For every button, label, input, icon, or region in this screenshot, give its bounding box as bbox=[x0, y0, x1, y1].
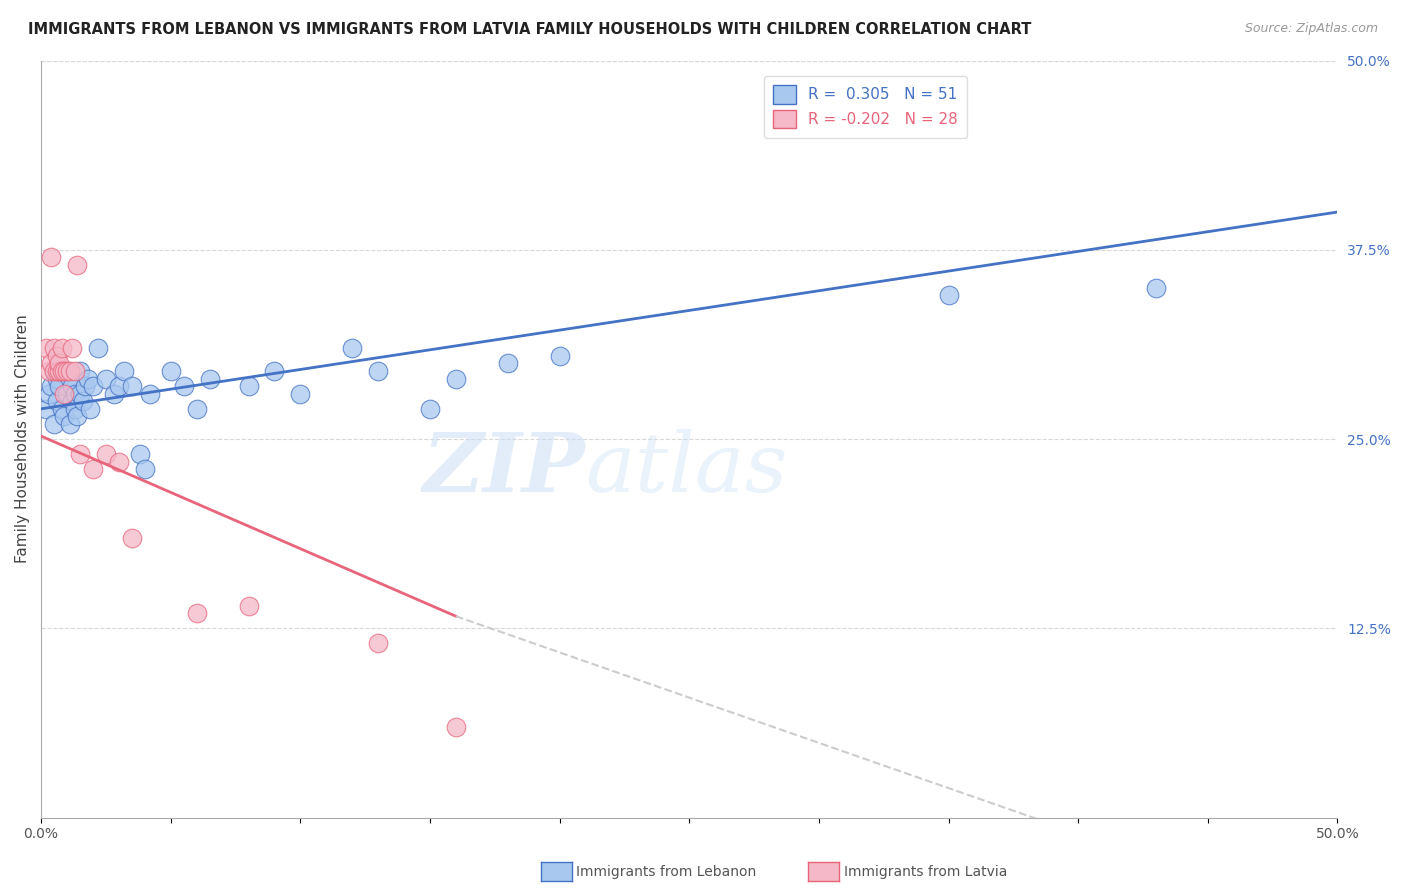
Point bbox=[63, 401, 86, 416]
Text: IMMIGRANTS FROM LEBANON VS IMMIGRANTS FROM LATVIA FAMILY HOUSEHOLDS WITH CHILDRE: IMMIGRANTS FROM LEBANON VS IMMIGRANTS FR… bbox=[28, 22, 1032, 37]
Point bbox=[48, 379, 70, 393]
Point bbox=[63, 386, 86, 401]
Point bbox=[60, 379, 83, 393]
Point bbox=[496, 356, 519, 370]
Point bbox=[53, 386, 76, 401]
Point bbox=[66, 409, 89, 424]
Point bbox=[48, 356, 70, 370]
Text: ZIP: ZIP bbox=[423, 429, 585, 509]
Point bbox=[41, 356, 63, 370]
Point bbox=[238, 599, 260, 613]
Point bbox=[45, 364, 67, 378]
Point bbox=[45, 371, 67, 385]
Point bbox=[87, 341, 110, 355]
Point bbox=[94, 447, 117, 461]
Point bbox=[51, 341, 73, 355]
Point bbox=[38, 364, 60, 378]
Point bbox=[59, 371, 82, 385]
Point bbox=[82, 379, 104, 393]
Legend: R =  0.305   N = 51, R = -0.202   N = 28: R = 0.305 N = 51, R = -0.202 N = 28 bbox=[763, 76, 967, 137]
Point bbox=[186, 401, 208, 416]
Point bbox=[51, 401, 73, 416]
Point bbox=[263, 364, 285, 378]
Point bbox=[51, 364, 73, 378]
Point bbox=[444, 371, 467, 385]
Point bbox=[186, 606, 208, 620]
Point bbox=[79, 401, 101, 416]
Text: Immigrants from Lebanon: Immigrants from Lebanon bbox=[576, 865, 756, 880]
Point bbox=[38, 386, 60, 401]
Point bbox=[159, 364, 181, 378]
Point bbox=[56, 364, 79, 378]
Point bbox=[41, 251, 63, 265]
Point bbox=[108, 379, 131, 393]
Point bbox=[35, 341, 58, 355]
Point bbox=[63, 364, 86, 378]
Point bbox=[41, 379, 63, 393]
Point bbox=[419, 401, 441, 416]
Point bbox=[69, 386, 91, 401]
Point bbox=[35, 401, 58, 416]
Point bbox=[42, 364, 65, 378]
Point bbox=[121, 531, 143, 545]
Point bbox=[82, 462, 104, 476]
Point bbox=[238, 379, 260, 393]
Point bbox=[48, 364, 70, 378]
Y-axis label: Family Households with Children: Family Households with Children bbox=[15, 315, 30, 564]
Point bbox=[45, 394, 67, 409]
Point bbox=[56, 386, 79, 401]
Text: Immigrants from Latvia: Immigrants from Latvia bbox=[844, 865, 1007, 880]
Point bbox=[1144, 281, 1167, 295]
Point bbox=[53, 364, 76, 378]
Point bbox=[42, 417, 65, 431]
Text: atlas: atlas bbox=[585, 429, 787, 509]
Point bbox=[444, 720, 467, 734]
Point bbox=[938, 288, 960, 302]
Point bbox=[72, 394, 94, 409]
Point bbox=[134, 462, 156, 476]
Point bbox=[121, 379, 143, 393]
Point bbox=[75, 379, 97, 393]
Point bbox=[69, 364, 91, 378]
Point bbox=[342, 341, 364, 355]
Point bbox=[53, 409, 76, 424]
Point bbox=[42, 341, 65, 355]
Point bbox=[128, 447, 150, 461]
Point bbox=[108, 455, 131, 469]
Point bbox=[367, 364, 389, 378]
Point bbox=[59, 364, 82, 378]
Point bbox=[548, 349, 571, 363]
Point bbox=[42, 364, 65, 378]
Point bbox=[76, 371, 98, 385]
Point bbox=[139, 386, 162, 401]
Point bbox=[290, 386, 312, 401]
Point bbox=[94, 371, 117, 385]
Point bbox=[173, 379, 195, 393]
Point bbox=[48, 364, 70, 378]
Point bbox=[103, 386, 125, 401]
Point bbox=[59, 417, 82, 431]
Point bbox=[60, 394, 83, 409]
Point bbox=[66, 258, 89, 272]
Text: Source: ZipAtlas.com: Source: ZipAtlas.com bbox=[1244, 22, 1378, 36]
Point bbox=[60, 341, 83, 355]
Point bbox=[69, 447, 91, 461]
Point bbox=[198, 371, 221, 385]
Point bbox=[56, 364, 79, 378]
Point bbox=[112, 364, 135, 378]
Point bbox=[367, 636, 389, 650]
Point bbox=[45, 349, 67, 363]
